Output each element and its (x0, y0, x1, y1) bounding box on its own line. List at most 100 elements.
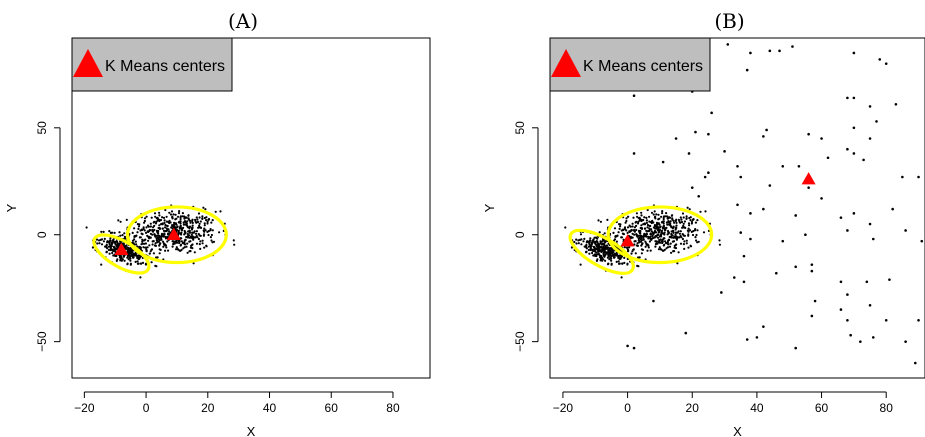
cluster-1-point (630, 252, 633, 255)
cluster-1-point (659, 234, 663, 237)
cluster-2-point (130, 249, 134, 252)
cluster-1-point (613, 227, 617, 230)
cluster-2-point (591, 239, 595, 242)
cluster-1-point (117, 219, 120, 222)
cluster-1-point (173, 225, 176, 228)
outlier-point (807, 132, 810, 136)
x-tick-label: 40 (750, 401, 764, 415)
outlier-point (726, 43, 730, 46)
cluster-1-point (194, 236, 197, 239)
kmeans-center-marker (801, 172, 816, 185)
cluster-1-point (634, 240, 637, 243)
plot-area (564, 43, 924, 365)
x-axis-label: X (733, 424, 742, 437)
outlier-point (632, 152, 636, 155)
cluster-1-point (671, 240, 675, 243)
cluster-1-point (633, 243, 636, 246)
cluster-1-point (131, 239, 135, 242)
cluster-1-point (658, 241, 661, 244)
cluster-1-point (201, 242, 204, 245)
cluster-2-point (111, 241, 114, 244)
outlier-point (690, 186, 694, 189)
outlier-point (749, 212, 752, 215)
cluster-1-point (172, 213, 175, 216)
cluster-1-point (131, 231, 134, 234)
cluster-1-point (661, 249, 665, 252)
outlier-point (794, 265, 797, 269)
outlier-point (813, 299, 817, 303)
cluster-1-point (147, 239, 150, 242)
cluster-1-point (633, 228, 636, 232)
cluster-1-point (688, 224, 691, 227)
cluster-2-point (573, 240, 576, 244)
outlier-point (732, 276, 736, 279)
outlier-point (749, 237, 752, 241)
cluster-1-point (669, 216, 672, 219)
cluster-1-point (643, 216, 646, 219)
cluster-1-point (699, 210, 702, 213)
cluster-2-point (98, 242, 101, 245)
cluster-2-point (588, 252, 591, 255)
cluster-1-point (648, 224, 651, 227)
cluster-2-point (131, 254, 134, 257)
cluster-1-point (154, 215, 157, 218)
cluster-1-point (674, 219, 677, 223)
cluster-1-point (164, 249, 167, 252)
cluster-2-point (613, 256, 616, 259)
outlier-point (865, 280, 869, 284)
cluster-1-point (678, 236, 681, 239)
cluster-2-point (96, 242, 99, 245)
cluster-1-point (645, 221, 649, 224)
cluster-1-point (153, 212, 157, 215)
cluster-2-point (602, 246, 605, 249)
cluster-2-point (105, 243, 108, 246)
cluster-1-point (644, 240, 647, 243)
y-axis-label: Y (482, 203, 497, 212)
outlier-point (852, 96, 856, 100)
x-axis-label: X (247, 424, 256, 437)
outlier-point (768, 184, 772, 187)
cluster-2-point (617, 256, 620, 259)
cluster-1-point (645, 216, 648, 219)
outlier-point (674, 137, 678, 140)
cluster-1-point (672, 225, 675, 228)
cluster-1-point (686, 206, 689, 209)
cluster-2-point (111, 251, 114, 255)
cluster-2-point (112, 254, 115, 257)
cluster-1-point (637, 239, 641, 242)
x-tick-label: 80 (386, 401, 400, 415)
cluster-2-point (636, 264, 639, 267)
cluster-1-point (188, 240, 191, 243)
cluster-2-point (136, 256, 139, 259)
cluster-1-point (169, 213, 173, 216)
cluster-1-point (640, 243, 644, 246)
cluster-1-point (163, 233, 166, 236)
cluster-1-point (655, 223, 658, 226)
cluster-1-point (646, 230, 650, 233)
cluster-2-point (143, 242, 146, 245)
cluster-2-point (144, 242, 147, 245)
cluster-1-point (155, 256, 158, 259)
cluster-1-point (190, 244, 193, 247)
cluster-1-point (148, 237, 151, 240)
cluster-2-point (612, 254, 615, 257)
cluster-2-point (610, 262, 613, 265)
cluster-1-point (678, 232, 682, 235)
cluster-1-point (186, 242, 189, 245)
cluster-1-point (161, 222, 164, 225)
outlier-point (826, 156, 830, 160)
cluster-1-point (170, 210, 174, 213)
cluster-1-point (142, 226, 145, 229)
cluster-1-point (198, 216, 201, 219)
cluster-1-point (660, 229, 664, 232)
cluster-1-point (619, 223, 622, 226)
cluster-1-point (168, 219, 171, 222)
cluster-1-point (636, 222, 640, 225)
outlier-point (778, 49, 781, 53)
cluster-1-point (626, 246, 629, 249)
cluster-1-point (207, 233, 210, 237)
cluster-1-point (143, 239, 146, 242)
cluster-1-point (180, 240, 183, 243)
cluster-1-point (179, 244, 182, 247)
cluster-1-point (204, 208, 207, 211)
